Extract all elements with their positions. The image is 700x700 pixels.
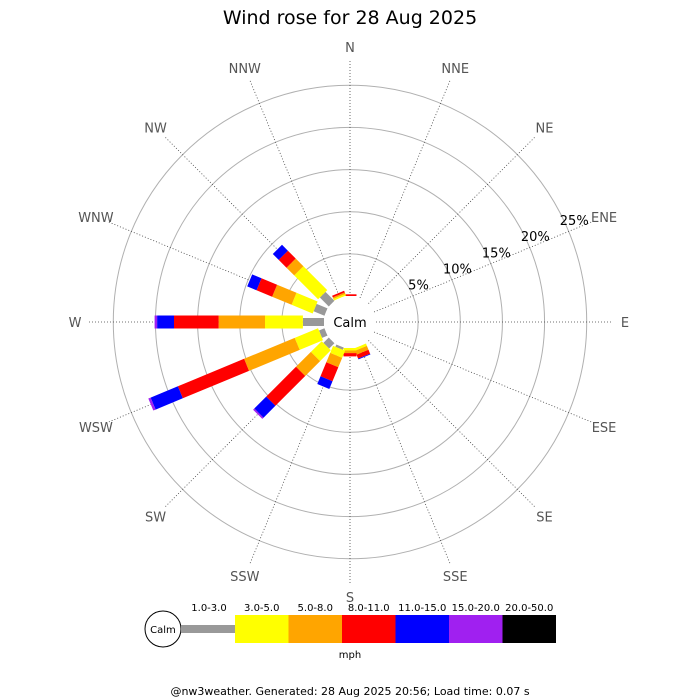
direction-label-se: SE bbox=[536, 510, 552, 525]
direction-label-ene: ENE bbox=[591, 211, 617, 226]
bar-sse-8-0-11-0 bbox=[356, 349, 371, 359]
bar-nw-11-0-15-0 bbox=[272, 244, 288, 260]
legend-label-1-0-3-0: 1.0-3.0 bbox=[191, 603, 226, 614]
bar-nw-8-0-11-0 bbox=[278, 250, 296, 268]
legend-label-8-0-11-0: 8.0-11.0 bbox=[348, 603, 390, 614]
bar-sw-1-0-3-0 bbox=[323, 337, 335, 349]
bar-s-5-0-8-0 bbox=[343, 350, 357, 354]
direction-label-ese: ESE bbox=[592, 421, 617, 436]
bar-n-8-0-11-0 bbox=[343, 294, 357, 296]
bar-w-11-0-15-0 bbox=[157, 315, 174, 329]
bar-wsw-15-0-20-0 bbox=[148, 397, 156, 411]
direction-label-wsw: WSW bbox=[79, 421, 113, 436]
bar-sw-3-0-5-0 bbox=[310, 341, 331, 362]
legend-swatch-11-0-15-0 bbox=[395, 615, 449, 643]
bar-sse-11-0-15-0 bbox=[358, 353, 371, 360]
bar-ssw-3-0-5-0 bbox=[330, 345, 346, 358]
direction-label-nnw: NNW bbox=[229, 62, 261, 77]
bar-sw-11-0-15-0 bbox=[254, 396, 276, 418]
spoke-ese bbox=[373, 331, 593, 423]
bar-ssw-1-0-3-0 bbox=[335, 344, 344, 350]
calm-label: Calm bbox=[333, 316, 366, 331]
bar-wsw-1-0-3-0 bbox=[318, 328, 328, 338]
spoke-sse bbox=[359, 345, 451, 565]
bar-s-8-0-11-0 bbox=[343, 353, 357, 357]
bar-wnw-3-0-5-0 bbox=[291, 292, 318, 314]
bar-s-3-0-5-0 bbox=[343, 348, 357, 351]
bar-w-5-0-8-0 bbox=[218, 315, 265, 329]
direction-label-nne: NNE bbox=[441, 62, 469, 77]
bar-sw-15-0-20-0 bbox=[253, 408, 264, 419]
direction-label-wnw: WNW bbox=[78, 211, 114, 226]
legend-label-11-0-15-0: 11.0-15.0 bbox=[398, 603, 446, 614]
bar-wsw-8-0-11-0 bbox=[177, 358, 249, 399]
bar-wsw-5-0-8-0 bbox=[244, 337, 300, 371]
direction-label-sse: SSE bbox=[443, 570, 468, 585]
legend-swatch-8-0-11-0 bbox=[342, 615, 396, 643]
ring-label-25: 25% bbox=[560, 214, 589, 229]
ring-labels: 5% 10% 15% 20% 25% bbox=[408, 214, 589, 294]
bar-sse-5-0-8-0 bbox=[354, 345, 369, 355]
bar-nw-3-0-5-0 bbox=[294, 266, 328, 300]
spoke-se bbox=[368, 340, 536, 508]
legend-swatch-20-0-50-0 bbox=[502, 615, 556, 643]
legend-swatch-5-0-8-0 bbox=[288, 615, 342, 643]
legend-swatch-3-0-5-0 bbox=[235, 615, 289, 643]
ring-label-5: 5% bbox=[408, 279, 429, 294]
bar-wnw-11-0-15-0 bbox=[247, 274, 262, 291]
spoke-nnw bbox=[249, 79, 341, 299]
bar-wnw-8-0-11-0 bbox=[256, 278, 278, 297]
bar-wnw-1-0-3-0 bbox=[313, 303, 328, 316]
legend-label-20-0-50-0: 20.0-50.0 bbox=[505, 603, 553, 614]
spoke-ene bbox=[373, 221, 593, 313]
wind-bars bbox=[148, 244, 371, 419]
bar-ssw-8-0-11-0 bbox=[320, 362, 339, 382]
calm-center: Calm bbox=[324, 296, 376, 348]
bar-ssw-5-0-8-0 bbox=[326, 352, 343, 368]
bar-wnw-5-0-8-0 bbox=[272, 284, 297, 305]
calm-circle bbox=[324, 296, 376, 348]
bar-w-3-0-5-0 bbox=[265, 315, 303, 329]
legend-label-5-0-8-0: 5.0-8.0 bbox=[298, 603, 333, 614]
bar-w-15-0-20-0 bbox=[154, 315, 158, 329]
legend-unit-label: mph bbox=[339, 650, 361, 661]
bar-sw-5-0-8-0 bbox=[296, 351, 321, 376]
chart-title: Wind rose for 28 Aug 2025 bbox=[223, 7, 477, 29]
bar-nnw-3-0-5-0 bbox=[333, 293, 347, 301]
bar-wsw-3-0-5-0 bbox=[294, 328, 323, 350]
direction-label-e: E bbox=[621, 316, 629, 331]
direction-label-n: N bbox=[345, 41, 355, 56]
direction-label-nw: NW bbox=[144, 122, 167, 137]
legend: Calm mph 1.0-3.0 3.0-5.0 5.0-8.0 8.0-11.0 11… bbox=[144, 603, 556, 661]
legend-calm-label: Calm bbox=[150, 625, 176, 636]
bar-nw-1-0-3-0 bbox=[319, 291, 335, 307]
bar-nw-5-0-8-0 bbox=[286, 258, 304, 276]
bar-sse-3-0-5-0 bbox=[353, 343, 367, 351]
direction-label-w: W bbox=[69, 316, 82, 331]
legend-label-15-0-20-0: 15.0-20.0 bbox=[452, 603, 500, 614]
bar-sw-8-0-11-0 bbox=[266, 366, 306, 406]
bar-nnw-5-0-8-0 bbox=[332, 292, 346, 299]
ring-label-15: 15% bbox=[482, 246, 511, 261]
direction-label-sw: SW bbox=[145, 510, 166, 525]
bar-ssw-11-0-15-0 bbox=[317, 376, 333, 389]
footer-text: @nw3weather. Generated: 28 Aug 2025 20:5… bbox=[170, 685, 529, 698]
ring-label-10: 10% bbox=[443, 262, 472, 277]
bar-nnw-8-0-11-0 bbox=[332, 290, 345, 298]
direction-label-s: S bbox=[346, 591, 354, 606]
legend-swatch-15-0-20-0 bbox=[449, 615, 503, 643]
legend-label-3-0-5-0: 3.0-5.0 bbox=[244, 603, 279, 614]
spoke-nne bbox=[359, 79, 451, 299]
direction-label-ssw: SSW bbox=[230, 570, 260, 585]
bar-wsw-11-0-15-0 bbox=[150, 386, 183, 410]
direction-label-ne: NE bbox=[535, 122, 553, 137]
ring-label-20: 20% bbox=[521, 230, 550, 245]
direction-labels: N NNE NE ENE E ESE SE SSE S SSW SW WSW W WNW NW NNW bbox=[69, 41, 630, 606]
bar-w-8-0-11-0 bbox=[174, 315, 219, 329]
spoke-ne bbox=[368, 136, 536, 304]
